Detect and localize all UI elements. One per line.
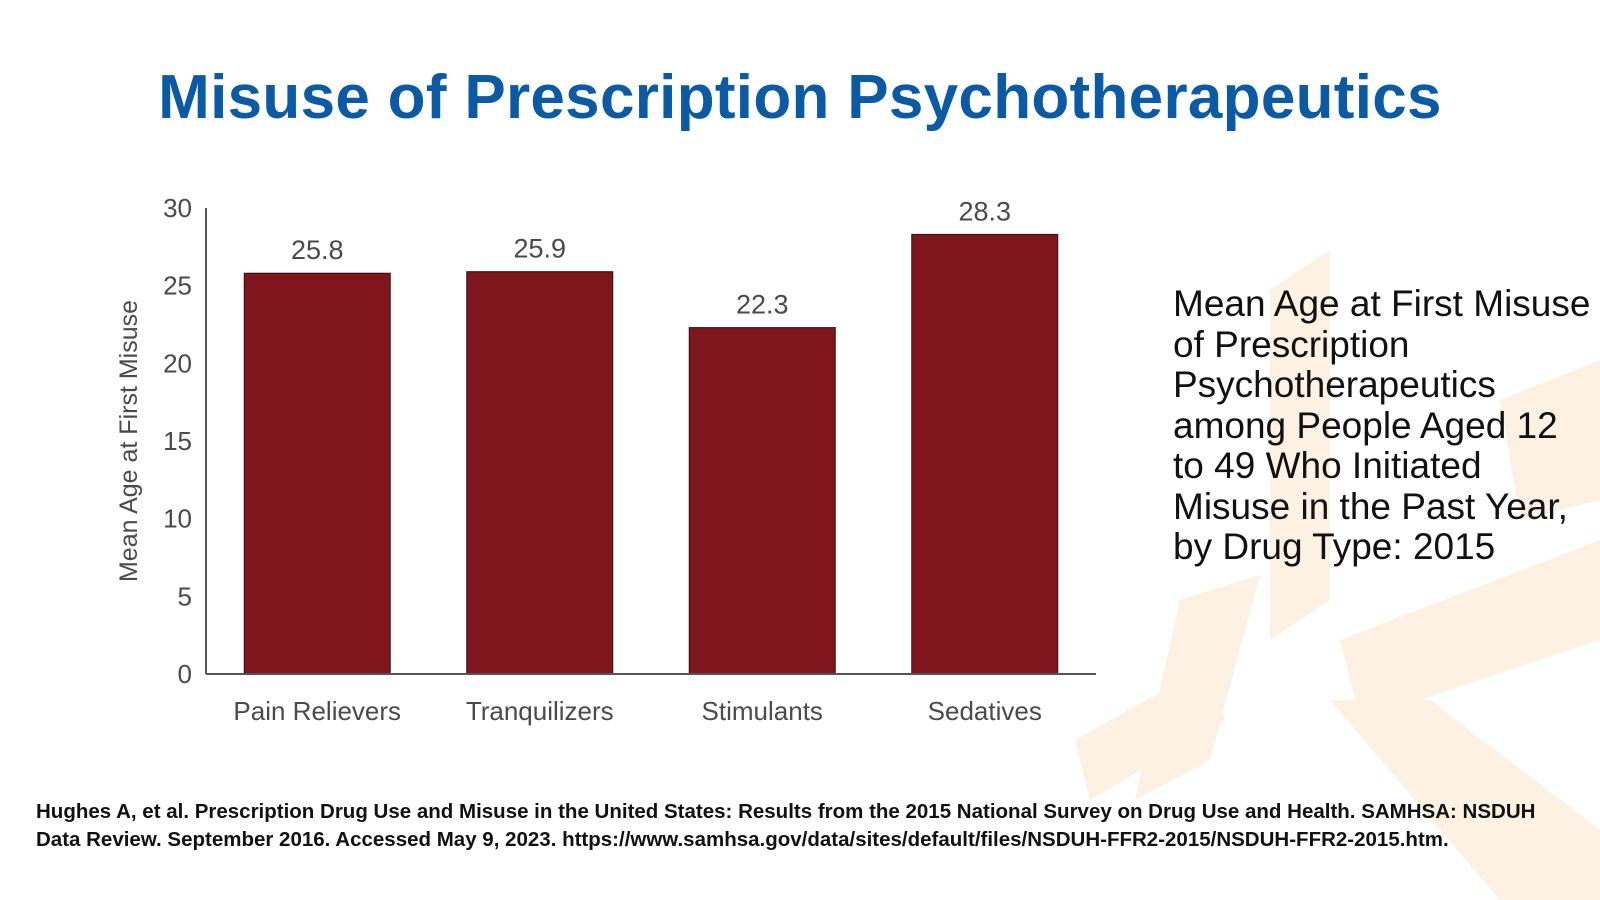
y-tick-label: 0 — [178, 659, 192, 689]
source-citation: Hughes A, et al. Prescription Drug Use a… — [36, 800, 1536, 851]
chart-caption: Mean Age at First Misuse of Prescription… — [1173, 283, 1591, 567]
y-tick-label: 15 — [163, 426, 192, 456]
y-tick-label: 10 — [163, 504, 192, 534]
x-tick-label: Pain Relievers — [233, 696, 401, 726]
value-labels: 25.8 25.9 22.3 28.3 — [291, 196, 1011, 319]
bar-chart: 0 5 10 15 20 25 30 25.8 25.9 22.3 28.3 Pain Relie… — [115, 193, 1096, 726]
y-axis-title: Mean Age at First Misuse — [115, 300, 143, 582]
y-tick-label: 30 — [163, 193, 192, 223]
bar-value-label: 22.3 — [736, 290, 789, 320]
bar-tranquilizers — [466, 271, 614, 675]
y-axis-ticks: 0 5 10 15 20 25 30 — [163, 193, 192, 689]
bars — [243, 233, 1059, 675]
y-tick-label: 20 — [163, 348, 192, 378]
bar-value-label: 25.9 — [513, 234, 566, 264]
slide-title: Misuse of Prescription Psychotherapeutic… — [158, 63, 1442, 132]
bar-value-label: 28.3 — [958, 196, 1011, 226]
x-tick-label: Tranquilizers — [466, 696, 614, 726]
bar-sedatives — [911, 233, 1059, 675]
x-tick-label: Stimulants — [702, 696, 823, 726]
x-tick-label: Sedatives — [928, 696, 1042, 726]
bar-stimulants — [688, 327, 836, 675]
y-tick-label: 5 — [178, 581, 192, 611]
x-axis-labels: Pain Relievers Tranquilizers Stimulants Sed… — [233, 696, 1041, 726]
bar-pain-relievers — [243, 272, 391, 675]
bar-value-label: 25.8 — [291, 235, 344, 265]
y-tick-label: 25 — [163, 271, 192, 301]
